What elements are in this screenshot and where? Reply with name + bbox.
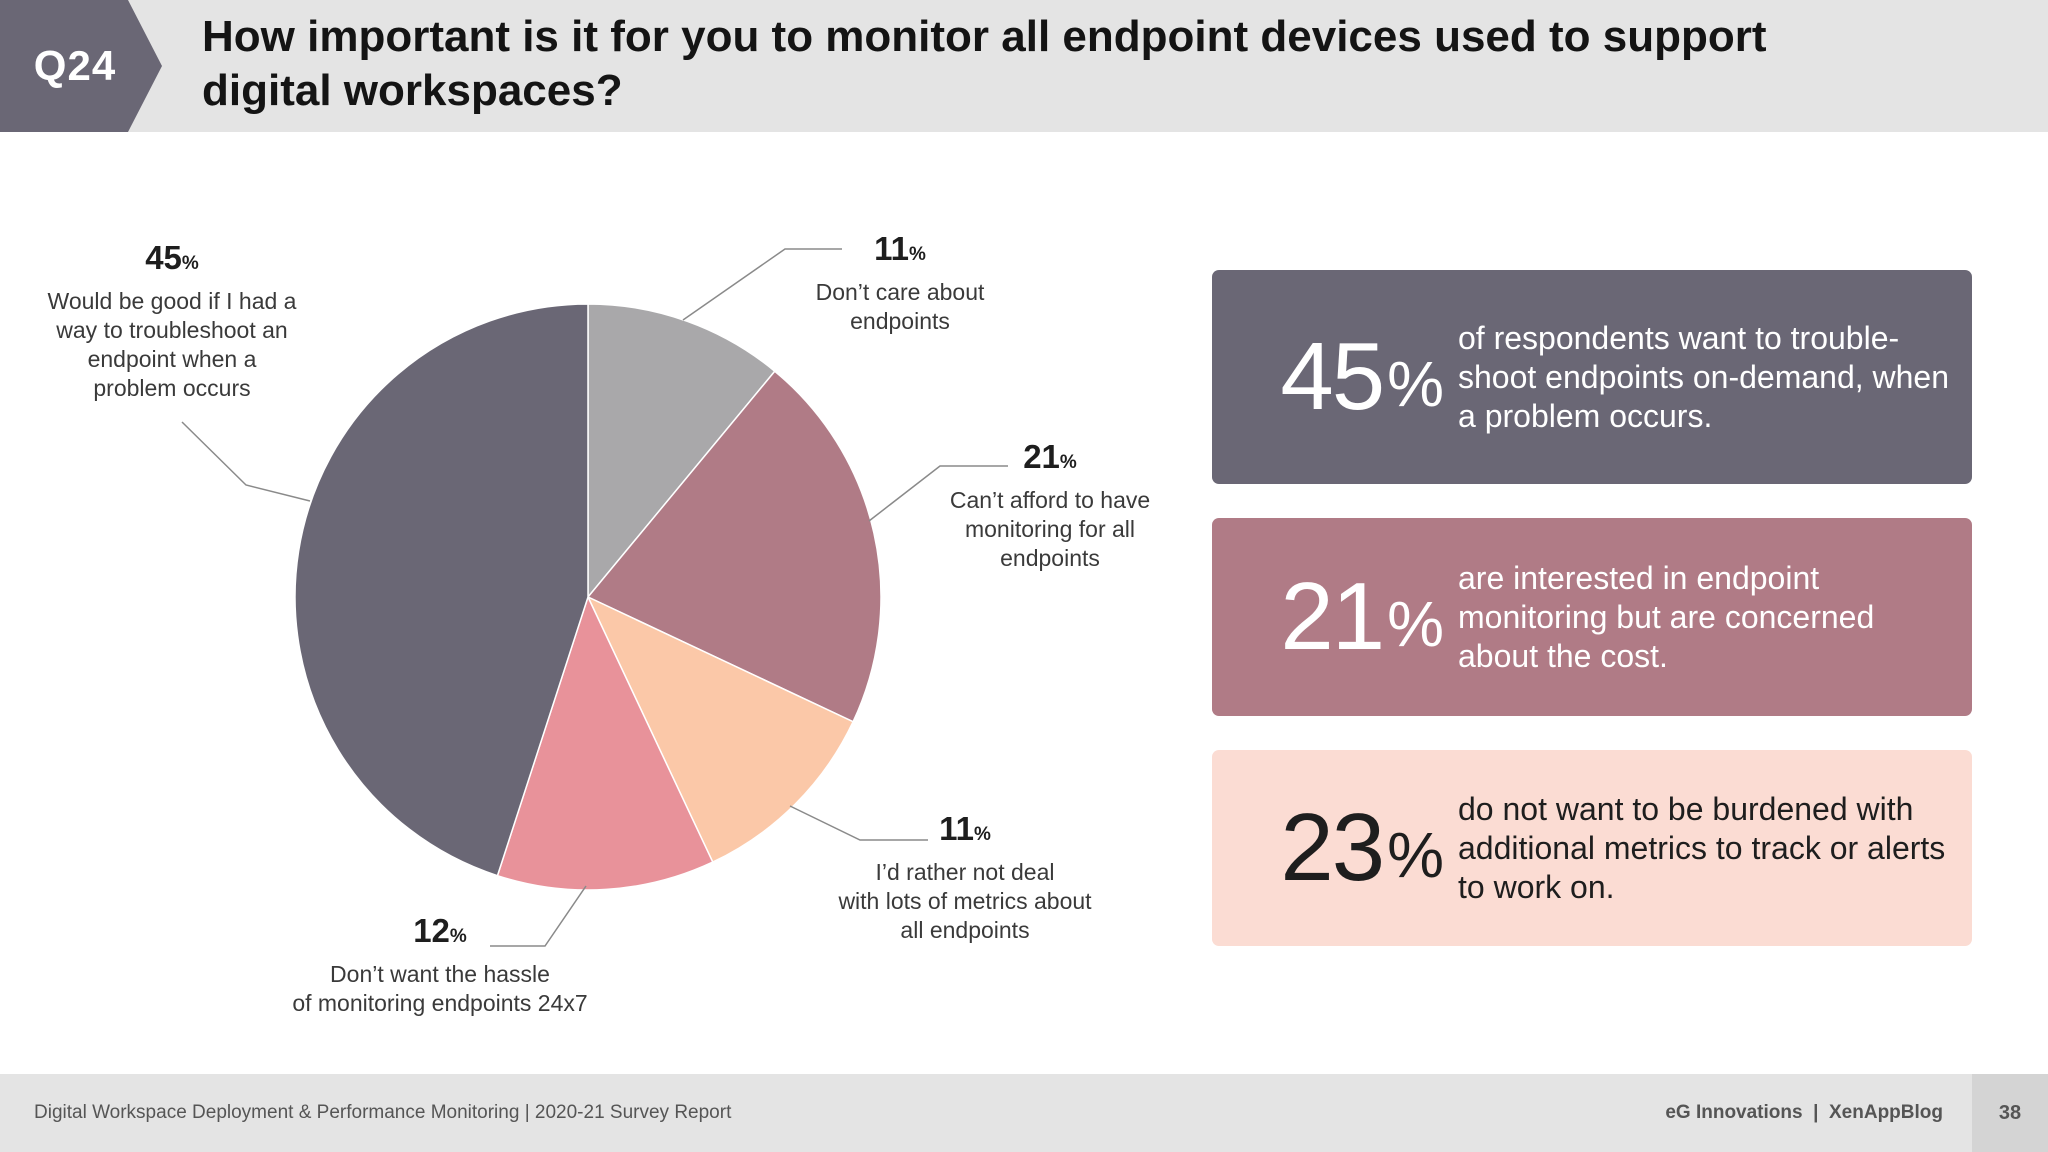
highlight-percentage: 45%: [1212, 270, 1444, 484]
label-line: Would be good if I had a: [48, 288, 297, 314]
data-label-text-2: I’d rather not deal with lots of metrics …: [837, 859, 1092, 943]
label-line: endpoints: [1000, 545, 1100, 571]
leader-line-0: [682, 248, 842, 321]
footer-bar: Digital Workspace Deployment & Performan…: [0, 1074, 2048, 1152]
data-label-value-2: 11%: [939, 810, 991, 847]
highlight-text: do not want to be burdened with addition…: [1458, 790, 1946, 905]
percent-sign: %: [974, 824, 991, 845]
question-number: Q24: [33, 42, 117, 89]
percent-sign: %: [1387, 348, 1444, 420]
question-badge-shape: [0, 0, 162, 132]
highlight-card-troubleshoot: 45% of respondents want to trouble-shoot…: [1212, 270, 1972, 484]
highlight-card-cost: 21% are interested in endpoint monitorin…: [1212, 518, 1972, 716]
label-line: way to troubleshoot an: [55, 317, 287, 343]
label-line: endpoints: [850, 308, 950, 334]
leader-line-4: [181, 421, 311, 502]
percent-sign: %: [1060, 452, 1077, 473]
label-line: with lots of metrics about: [837, 888, 1092, 914]
page-number: 38: [1972, 1074, 2048, 1152]
leader-line-3: [490, 885, 587, 947]
label-line: problem occurs: [93, 375, 250, 401]
data-label-value-1: 21%: [1023, 438, 1077, 475]
leader-line-1: [868, 465, 1008, 522]
highlight-value: 45: [1280, 323, 1385, 430]
leader-line-2: [789, 805, 928, 841]
report-title: Digital Workspace Deployment & Performan…: [34, 1102, 732, 1123]
data-label-text-1: Can’t afford to have monitoring for all en…: [950, 487, 1150, 571]
label-line: Don’t want the hassle: [330, 961, 550, 987]
label-line: of monitoring endpoints 24x7: [292, 990, 587, 1016]
label-line: monitoring for all: [965, 516, 1135, 542]
percent-sign: %: [182, 253, 199, 274]
data-label-value-0: 11%: [874, 230, 926, 267]
page-title: How important is it for you to monitor a…: [202, 12, 1767, 115]
question-badge: [0, 0, 162, 132]
percent-sign: %: [1387, 819, 1444, 891]
percent-sign: %: [450, 926, 467, 947]
footer-credits: eG Innovations | XenAppBlog: [1665, 1102, 1943, 1123]
data-label-value-3: 12%: [413, 912, 467, 949]
percent-sign: %: [1387, 588, 1444, 660]
pie-chart: 11% Don’t care about endpoints 21% Can’t aff…: [48, 230, 1151, 1016]
data-label-text-3: Don’t want the hassle of monitoring endpo…: [292, 961, 587, 1016]
label-line: I’d rather not deal: [875, 859, 1054, 885]
label-line: Don’t care about: [816, 279, 985, 305]
highlight-text: are interested in endpoint monitoring bu…: [1458, 559, 1875, 674]
highlight-card-metrics: 23% do not want to be burdened with addi…: [1212, 750, 1972, 946]
header-bar: Q24 How important is it for you to monit…: [0, 0, 2048, 132]
data-label-text-0: Don’t care about endpoints: [816, 279, 985, 334]
pie-slice-2: [586, 595, 855, 864]
highlight-percentage: 23%: [1212, 750, 1444, 946]
pie-slice-4: [294, 303, 589, 877]
pie-slice-1: [586, 370, 882, 723]
label-line: endpoint when a: [88, 346, 257, 372]
label-line: all endpoints: [900, 917, 1029, 943]
data-label-text-4: Would be good if I had a way to troublesh…: [48, 288, 297, 401]
highlight-value: 23: [1280, 794, 1385, 901]
pie-slice-3: [496, 594, 714, 891]
highlight-percentage: 21%: [1212, 518, 1444, 716]
highlight-value: 21: [1280, 563, 1385, 670]
highlight-text: of respondents want to trouble-shoot end…: [1458, 319, 1950, 434]
data-label-value-4: 45%: [145, 239, 199, 276]
percent-sign: %: [909, 244, 926, 265]
label-line: Can’t afford to have: [950, 487, 1150, 513]
pie-slice-0: [587, 303, 776, 600]
